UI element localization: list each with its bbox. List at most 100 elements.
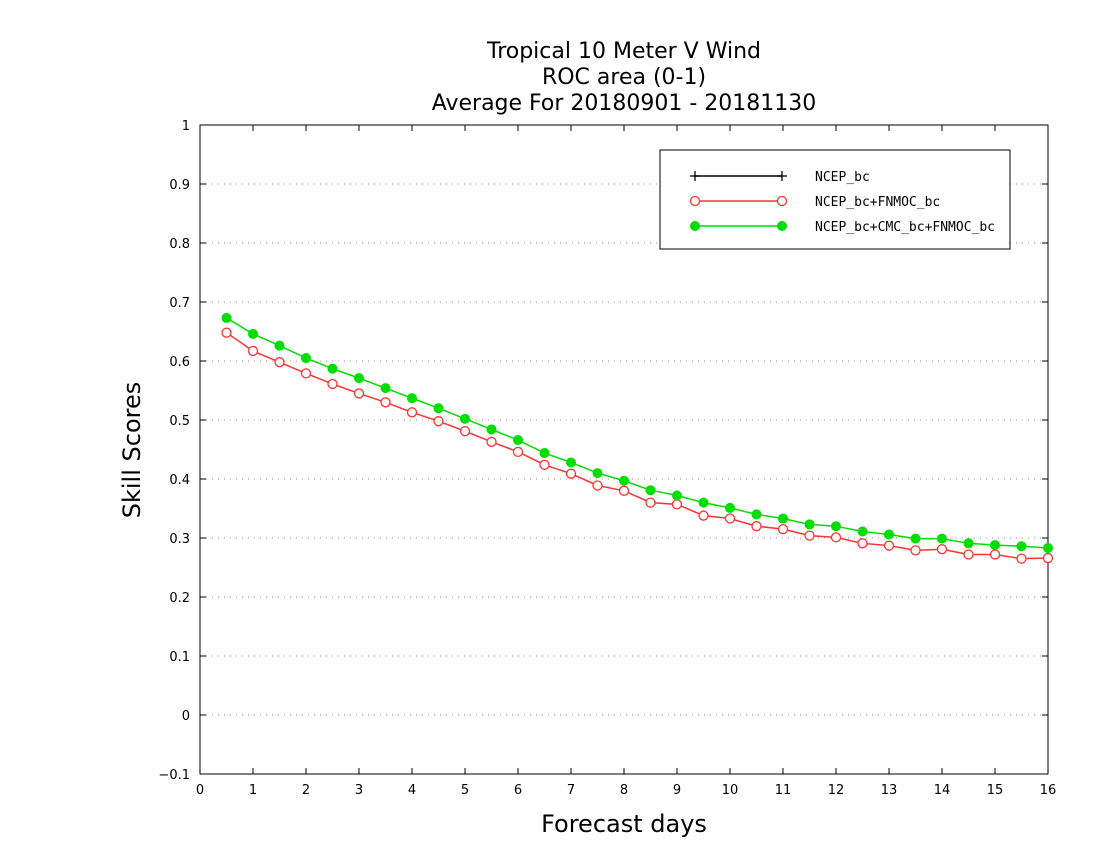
data-point [433, 416, 444, 427]
data-point [459, 426, 471, 437]
data-point [724, 513, 736, 524]
y-tick-label: 0.3 [169, 532, 190, 547]
data-point [830, 532, 842, 543]
data-point [672, 490, 682, 501]
data-point [486, 436, 497, 447]
series-2 [221, 312, 1053, 554]
data-point [486, 424, 497, 435]
data-point [406, 407, 418, 418]
data-point [618, 485, 630, 496]
x-tick-label: 11 [775, 783, 792, 798]
data-point [857, 526, 868, 537]
x-tick-label: 0 [196, 783, 204, 798]
data-point [274, 340, 285, 351]
data-point [857, 538, 868, 549]
data-point [460, 413, 470, 424]
data-point [380, 397, 391, 408]
data-point [778, 513, 788, 524]
x-tick-label: 5 [461, 783, 469, 798]
data-point [1042, 552, 1054, 564]
legend-marker [777, 171, 787, 181]
data-point [221, 312, 232, 323]
data-point [619, 475, 629, 486]
x-tick-label: 7 [567, 783, 575, 798]
data-point [539, 448, 550, 459]
y-tick-label: 0.6 [169, 355, 190, 370]
data-point [1016, 541, 1027, 552]
legend-box [659, 149, 1011, 250]
x-tick-label: 10 [722, 783, 739, 798]
x-tick-label: 2 [302, 783, 310, 798]
data-point [512, 446, 524, 458]
data-point [327, 378, 338, 390]
data-point [963, 538, 974, 549]
data-point [539, 459, 550, 470]
data-point [274, 357, 285, 368]
data-point [353, 388, 365, 399]
legend-marker [690, 221, 700, 231]
x-tick-label: 13 [881, 783, 898, 798]
legend-label: NCEP_bc+FNMOC_bc [815, 195, 940, 210]
data-point [910, 545, 921, 556]
x-tick-label: 14 [934, 783, 951, 798]
data-point [300, 368, 312, 379]
data-point [433, 403, 444, 414]
data-point [407, 393, 417, 404]
data-point [327, 363, 338, 374]
data-point [804, 530, 815, 541]
series-1 [221, 327, 1054, 564]
data-point [884, 529, 894, 540]
x-tick-label: 1 [249, 783, 257, 798]
legend-label: NCEP_bc [815, 170, 870, 185]
axis-ticks: 0 1 2 3 4 5 6 7 8 9 10 11 12 13 14 15 16−0.100.10.20.30.… [158, 119, 1056, 798]
legend-marker [776, 195, 788, 207]
x-tick-label: 15 [987, 783, 1004, 798]
y-tick-label: 0.9 [169, 178, 190, 193]
data-point [645, 485, 656, 496]
y-tick-label: 0.7 [169, 296, 190, 311]
chart-title-line: Average For 20180901 - 20181130 [432, 91, 817, 116]
data-point [592, 480, 603, 491]
y-tick-label: 1 [182, 119, 190, 134]
data-point [883, 540, 895, 551]
data-point [989, 549, 1001, 560]
data-point [936, 544, 948, 555]
data-point [592, 468, 603, 479]
data-point [725, 502, 735, 513]
legend-marker [777, 221, 787, 231]
data-point [910, 533, 921, 544]
data-point [804, 519, 815, 530]
data-point [354, 373, 364, 384]
data-point [1016, 553, 1027, 564]
data-point [698, 510, 709, 521]
data-point [698, 497, 709, 508]
data-point [301, 353, 311, 364]
x-tick-label: 9 [673, 783, 681, 798]
y-tick-label: 0.5 [169, 414, 190, 429]
data-point [937, 533, 947, 544]
data-point [380, 383, 391, 394]
y-tick-label: 0.4 [169, 473, 190, 488]
x-tick-label: 8 [620, 783, 628, 798]
y-tick-label: 0.2 [169, 591, 190, 606]
data-point [221, 327, 232, 338]
y-tick-label: 0.8 [169, 237, 190, 252]
legend-label: NCEP_bc+CMC_bc+FNMOC_bc [815, 220, 995, 235]
data-point [247, 345, 259, 357]
data-point [990, 540, 1000, 551]
series-lines [221, 312, 1054, 564]
legend-marker [690, 171, 700, 181]
data-point [751, 521, 762, 532]
series-line [226, 317, 1049, 549]
y-tick-label: 0 [182, 709, 190, 724]
data-point [1043, 543, 1053, 554]
data-point [645, 497, 656, 508]
data-point [565, 468, 577, 479]
series-line [226, 332, 1049, 560]
x-tick-label: 3 [355, 783, 363, 798]
x-tick-label: 12 [828, 783, 845, 798]
chart-title-line: ROC area (0-1) [542, 65, 706, 90]
data-point [566, 457, 576, 468]
y-tick-label: −0.1 [158, 768, 190, 783]
